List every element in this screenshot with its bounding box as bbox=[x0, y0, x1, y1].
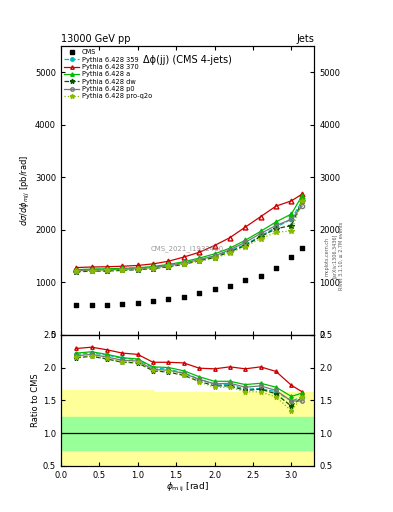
Y-axis label: Ratio to CMS: Ratio to CMS bbox=[31, 374, 40, 427]
Point bbox=[73, 301, 79, 309]
Text: Δϕ(jj) (CMS 4-jets): Δϕ(jj) (CMS 4-jets) bbox=[143, 55, 232, 65]
Point bbox=[150, 296, 156, 305]
Point bbox=[257, 272, 264, 280]
Point bbox=[273, 264, 279, 272]
Point bbox=[88, 301, 95, 309]
Point bbox=[242, 275, 248, 284]
Point bbox=[227, 282, 233, 290]
Y-axis label: $d\sigma/d\phi_{mjj}$ [pb/rad]: $d\sigma/d\phi_{mjj}$ [pb/rad] bbox=[19, 155, 32, 226]
Point bbox=[134, 299, 141, 307]
Text: CMS_2021_I1932460: CMS_2021_I1932460 bbox=[151, 245, 224, 251]
Point bbox=[181, 293, 187, 301]
Text: Rivet 3.1.10, ≥ 2.7M events: Rivet 3.1.10, ≥ 2.7M events bbox=[339, 222, 344, 290]
Point bbox=[165, 295, 172, 303]
Text: [arXiv:1306.3436]: [arXiv:1306.3436] bbox=[332, 234, 337, 278]
Point bbox=[299, 244, 305, 252]
Point bbox=[211, 285, 218, 293]
Legend: CMS, Pythia 6.428 359, Pythia 6.428 370, Pythia 6.428 a, Pythia 6.428 dw, Pythia: CMS, Pythia 6.428 359, Pythia 6.428 370,… bbox=[63, 48, 153, 101]
Text: 13000 GeV pp: 13000 GeV pp bbox=[61, 33, 130, 44]
Point bbox=[104, 301, 110, 309]
Point bbox=[196, 289, 202, 297]
Text: Jets: Jets bbox=[297, 33, 314, 44]
Text: mcplots.cern.ch: mcplots.cern.ch bbox=[324, 237, 329, 275]
Point bbox=[288, 253, 294, 261]
X-axis label: $\phi_{\rm m\,ij}$ [rad]: $\phi_{\rm m\,ij}$ [rad] bbox=[166, 481, 209, 494]
Point bbox=[119, 300, 125, 308]
